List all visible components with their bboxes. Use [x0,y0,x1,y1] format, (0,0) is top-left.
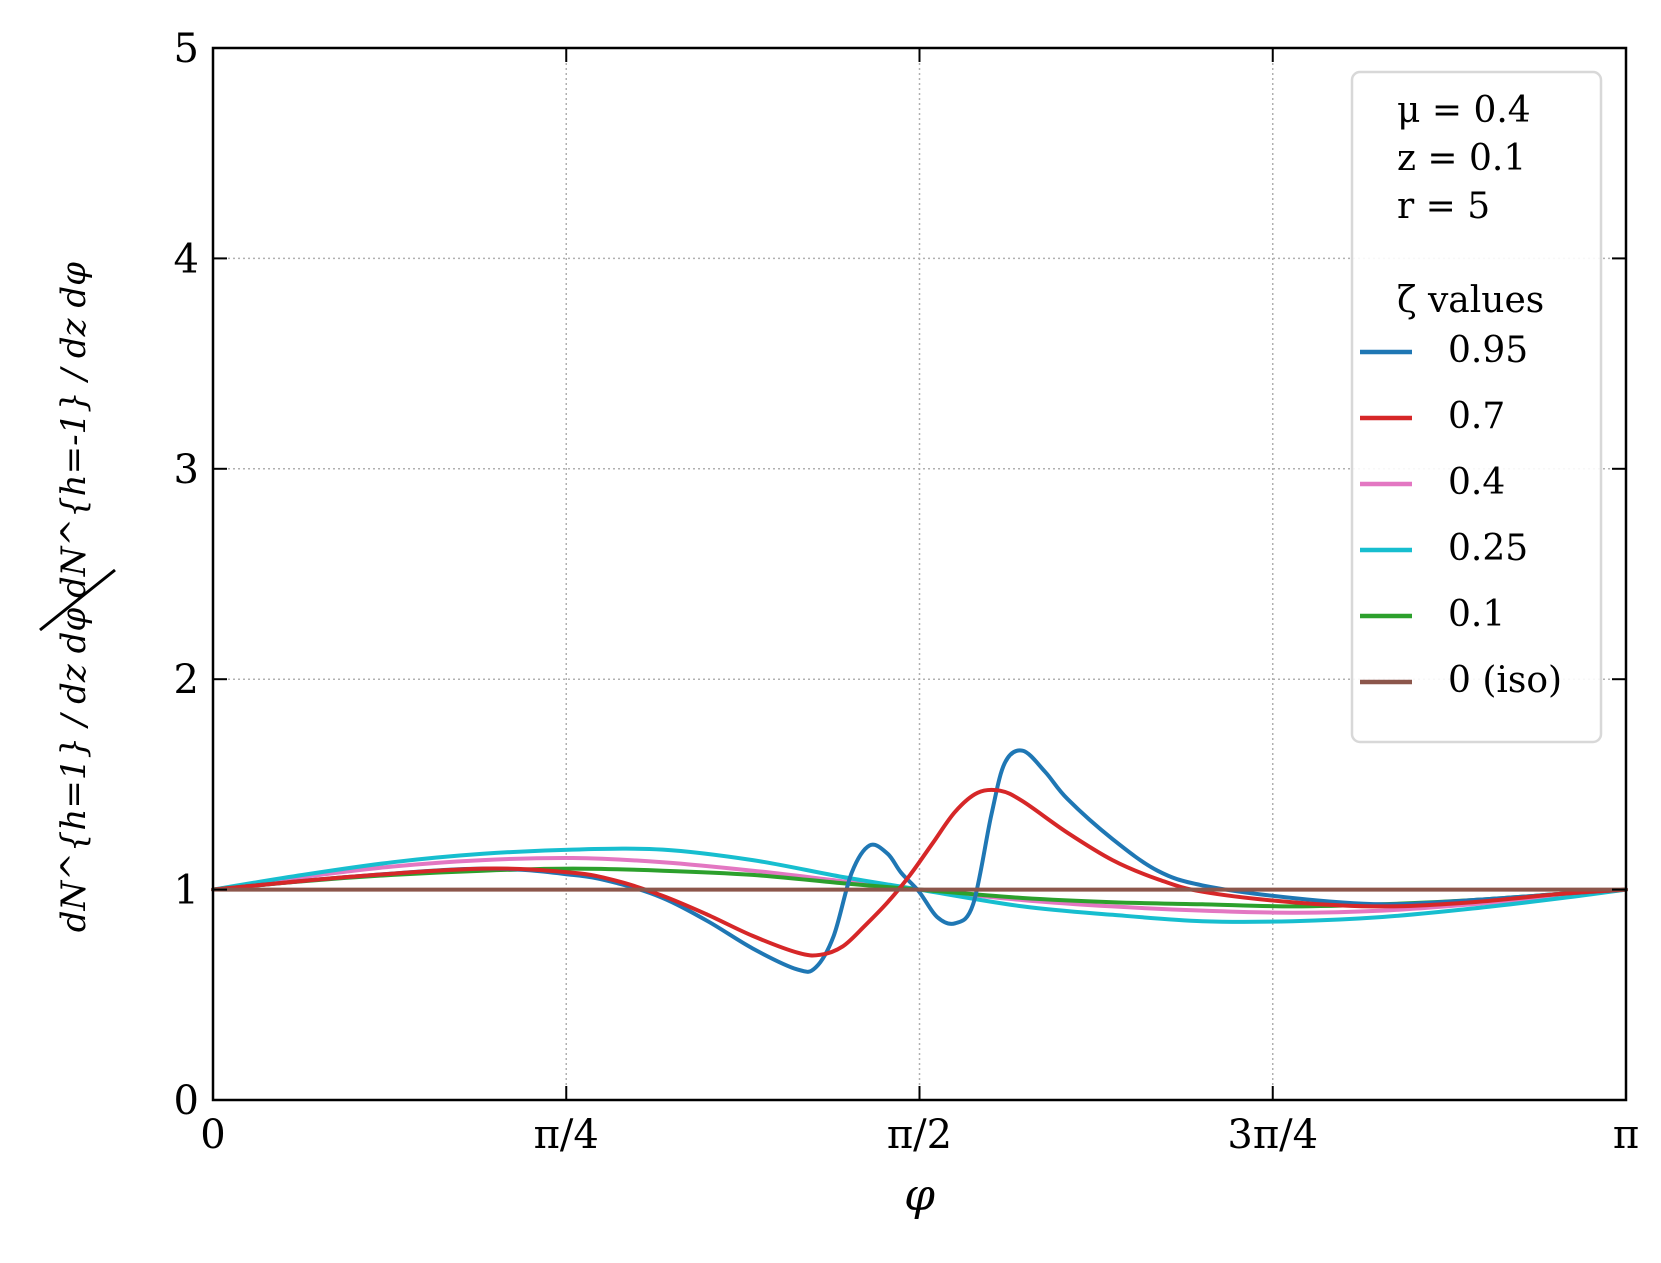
y-tick-label: 5 [174,26,199,72]
x-tick-label: 3π/4 [1227,1112,1318,1158]
legend-title: ζ values [1397,280,1544,321]
legend-label: 0 (iso) [1448,660,1562,701]
y-tick-label: 1 [174,868,199,914]
x-axis-title: φ [904,1170,935,1221]
y-tick-label: 3 [174,447,199,493]
x-tick-label: π/4 [534,1112,599,1158]
y-tick-label: 4 [174,236,199,282]
series-line-0-7 [211,787,1628,958]
legend-label: 0.95 [1448,330,1528,371]
legend-label: 0.4 [1448,462,1505,503]
legend-box [1350,70,1603,744]
legend-entries: 0.95 0.7 0.4 0.25 0.1 0 (iso) [1360,330,1562,701]
x-tick-label: π [1613,1112,1639,1158]
y-tick-label: 0 [174,1078,199,1124]
legend-label: 0.25 [1448,528,1528,569]
legend-label: 0.1 [1448,594,1505,635]
y-axis-title: dN^{h=1} / dz dφ dN^{h=-1} / dz dφ [39,262,116,933]
y-tick-label: 2 [174,657,199,703]
legend-label: 0.7 [1448,396,1505,437]
x-tick-label: π/2 [887,1112,952,1158]
legend-param-mu: μ = 0.4 [1397,90,1531,131]
y-axis-denominator: dN^{h=-1} / dz dφ [54,262,94,598]
legend: μ = 0.4 z = 0.1 r = 5 ζ values 0.950.70.… [1350,70,1603,744]
tick-labels: 0 π/4 π/2 3π/4 π 0 1 2 3 4 5 [174,26,1640,1158]
legend-param-r: r = 5 [1397,186,1490,227]
x-tick-label: 0 [200,1112,225,1158]
y-axis-numerator: dN^{h=1} / dz dφ [54,608,94,933]
y-axis-slash [39,568,116,632]
grid [213,48,1626,1100]
legend-param-z: z = 0.1 [1397,138,1526,179]
series-layer [211,748,1628,974]
ticks [212,47,1627,1101]
